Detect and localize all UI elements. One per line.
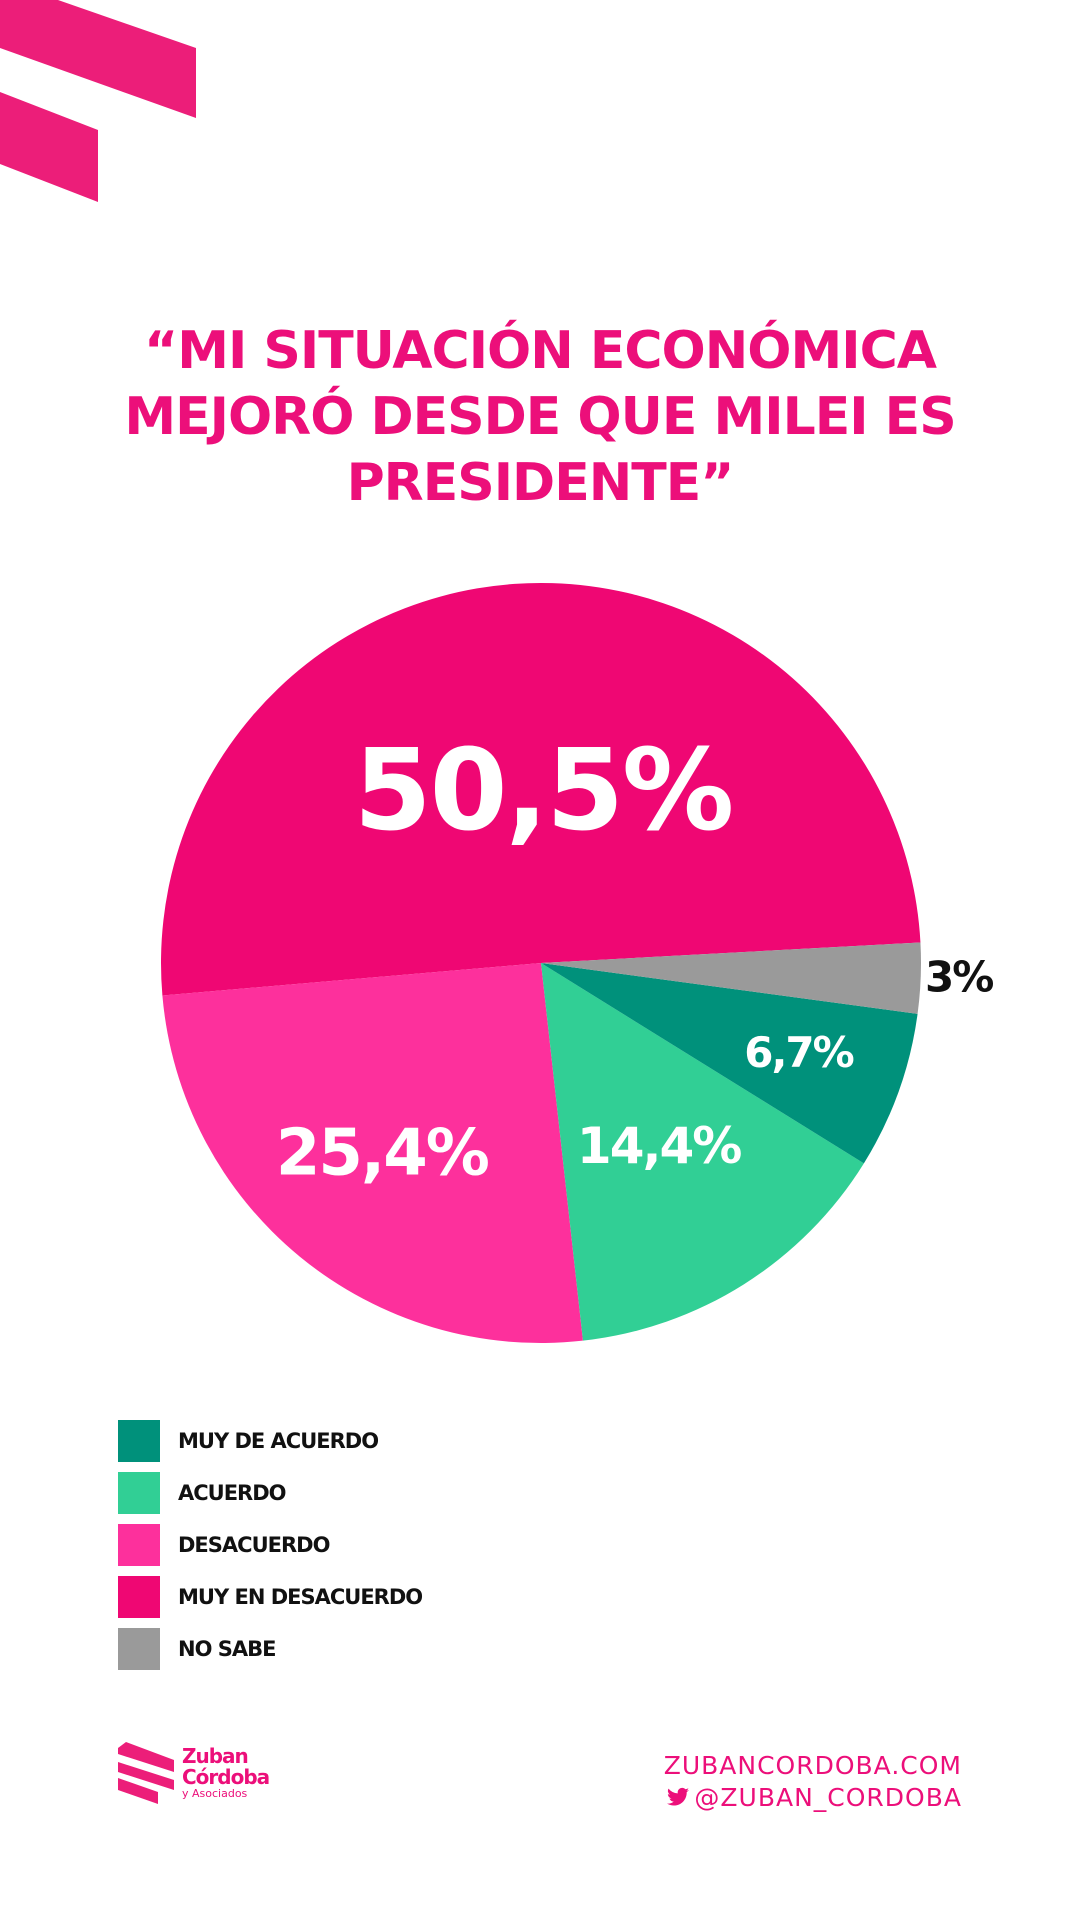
legend-swatch [118, 1420, 160, 1462]
legend-label: MUY EN DESACUERDO [178, 1585, 423, 1609]
legend: MUY DE ACUERDO ACUERDO DESACUERDO MUY EN… [118, 1415, 423, 1675]
logo-line-1: Zuban [182, 1744, 249, 1768]
title-line-3: PRESIDENTE” [346, 453, 735, 513]
pie-label-no-sabe: 3% [925, 952, 993, 1001]
footer-links: ZUBANCORDOBA.COM @ZUBAN_CORDOBA [664, 1750, 962, 1814]
chart-title: “MI SITUACIÓN ECONÓMICA MEJORÓ DESDE QUE… [90, 318, 990, 516]
legend-label: NO SABE [178, 1637, 276, 1661]
legend-item-no-sabe: NO SABE [118, 1623, 422, 1675]
legend-label: DESACUERDO [178, 1533, 330, 1557]
pie-slice-muy-de-acuerdo [541, 963, 918, 1164]
pie-slice-no-sabe [541, 942, 921, 1014]
logo-mark-icon [118, 1742, 174, 1804]
twitter-handle: @ZUBAN_CORDOBA [694, 1783, 962, 1812]
title-line-1: “MI SITUACIÓN ECONÓMICA [144, 321, 937, 381]
brand-logo: Zuban Córdoba y Asociados [118, 1742, 270, 1804]
website-link[interactable]: ZUBANCORDOBA.COM [663, 1751, 962, 1780]
twitter-handle-row[interactable]: @ZUBAN_CORDOBA [664, 1782, 962, 1814]
pie-slice-acuerdo [541, 963, 864, 1341]
logo-line-3: y Asociados [182, 1787, 248, 1800]
legend-item-muy-en-desacuerdo: MUY EN DESACUERDO [118, 1571, 423, 1623]
corner-decoration [0, 0, 196, 202]
pie-label-desacuerdo: 25,4% [276, 1116, 489, 1190]
legend-label: MUY DE ACUERDO [178, 1429, 379, 1453]
legend-swatch [118, 1524, 160, 1566]
legend-swatch [118, 1628, 160, 1670]
pie-slice-desacuerdo [162, 963, 583, 1343]
pie-slice-muy-en-desacuerdo [161, 583, 921, 996]
twitter-bird-icon [667, 1787, 690, 1806]
pie-label-muy-en-desacuerdo: 50,5% [354, 726, 733, 856]
pie-label-acuerdo: 14,4% [577, 1117, 741, 1175]
logo-line-2: Córdoba [182, 1765, 270, 1789]
legend-swatch [118, 1472, 160, 1514]
legend-label: ACUERDO [178, 1481, 287, 1505]
legend-item-acuerdo: ACUERDO [118, 1467, 422, 1519]
legend-item-muy-de-acuerdo: MUY DE ACUERDO [118, 1415, 422, 1467]
legend-item-desacuerdo: DESACUERDO [118, 1519, 422, 1571]
title-line-2: MEJORÓ DESDE QUE MILEI ES [124, 387, 956, 447]
pie-label-muy-de-acuerdo: 6,7% [744, 1028, 853, 1077]
logo-text: Zuban Córdoba y Asociados [182, 1744, 270, 1800]
legend-swatch [118, 1576, 160, 1618]
pie-chart: 50,5% 25,4% 14,4%6,7% 3% [161, 583, 995, 1343]
